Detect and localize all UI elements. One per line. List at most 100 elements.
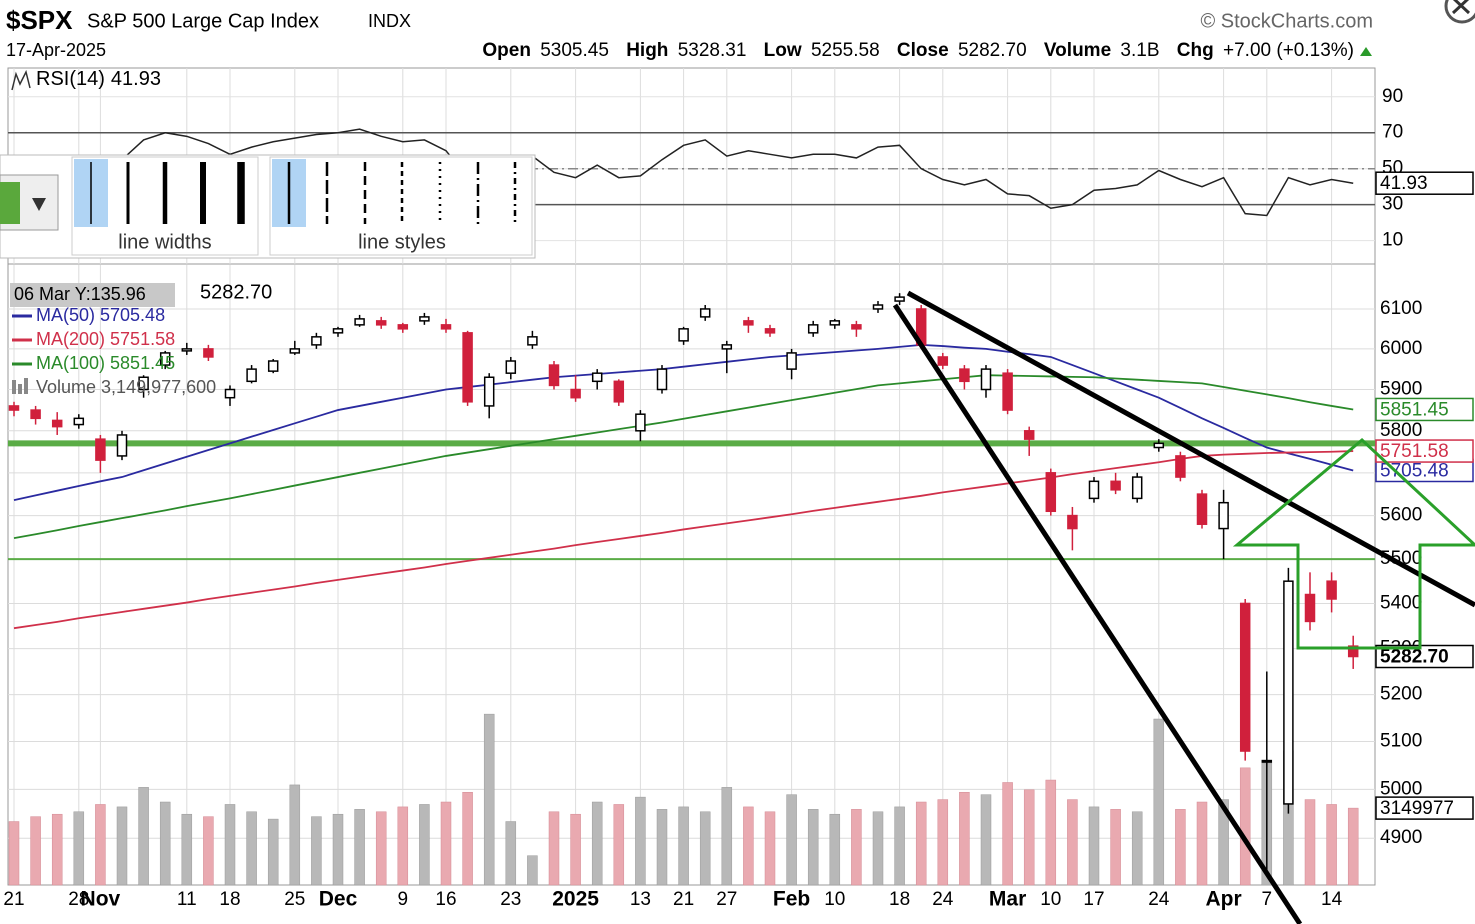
candle-body: [591, 372, 603, 383]
styles-label: line styles: [358, 231, 446, 253]
candle-body: [1002, 372, 1013, 411]
value-tag: [1375, 796, 1474, 820]
volume-bar: [829, 813, 841, 886]
candle-body: [980, 368, 992, 391]
color-swatch: [0, 182, 20, 224]
candle-body: [95, 438, 106, 461]
x-tick-label: 16: [435, 889, 456, 910]
candle-body: [548, 364, 560, 387]
volume-bar: [51, 813, 63, 886]
x-tick-label: Feb: [773, 888, 810, 911]
candle-body: [462, 332, 473, 403]
candle-body: [1067, 514, 1078, 530]
legend-swatch: [12, 380, 16, 394]
candle-body: [1131, 476, 1143, 500]
volume-bar: [527, 855, 538, 886]
candle-body: [289, 348, 301, 354]
candle-body: [440, 324, 452, 330]
candle-body: [246, 368, 257, 383]
trendline: [906, 290, 1475, 608]
volume-bar: [354, 809, 365, 886]
y-tick-label: 5200: [1380, 684, 1422, 705]
candle-body: [1239, 602, 1251, 752]
x-tick-label: 25: [284, 889, 305, 910]
candle-body: [807, 324, 819, 334]
rsi-line: [13, 128, 1354, 217]
x-tick-label: 24: [1148, 889, 1170, 910]
y-tick-label: 4900: [1380, 827, 1422, 848]
volume-bar: [743, 806, 754, 886]
x-tick-label: 2025: [552, 888, 599, 911]
tooltip-box: [10, 283, 175, 307]
high: 5328.31: [678, 40, 747, 61]
candle-body: [743, 320, 754, 326]
volume-bar: [311, 816, 322, 886]
candle-body: [786, 352, 797, 370]
candle-body: [872, 304, 884, 310]
x-tick-label: 13: [630, 889, 651, 910]
source: © StockCharts.com: [1200, 10, 1373, 32]
open: 5305.45: [540, 40, 609, 61]
legend-name: MA(100): [36, 353, 105, 373]
x-tick-label: 23: [500, 889, 521, 910]
x-tick-label: 17: [1083, 889, 1104, 910]
volume-bar: [591, 801, 603, 886]
value-tag-label: 5282.70: [1380, 647, 1449, 668]
x-tick-label: 21: [673, 889, 694, 910]
date: 17-Apr-2025: [6, 40, 106, 60]
volume-bar: [159, 801, 171, 886]
candle-body: [1023, 430, 1035, 440]
legend-entry: MA(200) 5751.58: [36, 329, 175, 349]
candle-body: [613, 380, 625, 403]
legend-name: MA(50): [36, 305, 95, 325]
close-button[interactable]: [1444, 0, 1475, 24]
candle-body: [1326, 580, 1337, 600]
volume-bar: [138, 787, 149, 886]
x-tick-label: 9: [398, 889, 409, 910]
quote-line: Open 5305.45 High 5328.31 Low 5255.58 Cl…: [482, 40, 1354, 61]
candle-body: [30, 409, 41, 420]
legend-value: 5851.45: [110, 353, 175, 373]
legend-entry: MA(50) 5705.48: [36, 305, 165, 325]
candle-body: [721, 344, 733, 350]
open-label: Open: [482, 40, 531, 61]
trendline: [892, 303, 1303, 924]
volume-bar: [419, 804, 430, 886]
moving-average: [13, 374, 1354, 540]
candle-body: [375, 320, 387, 326]
volume-bar: [937, 799, 949, 886]
volume-bar: [1002, 782, 1013, 886]
volume-bar: [635, 796, 646, 886]
volume-bar: [851, 809, 862, 886]
candle-body: [1196, 493, 1208, 525]
volume-bar: [1218, 799, 1229, 886]
y-tick-label: 5500: [1380, 548, 1422, 569]
chg-label: Chg: [1177, 40, 1214, 61]
volume-bar: [73, 811, 85, 886]
candle-body: [1175, 455, 1186, 478]
candle-body: [959, 368, 970, 383]
volume: 3.1B: [1120, 40, 1159, 61]
value-tag-label: 41.93: [1380, 173, 1428, 194]
x-tick-label: Mar: [989, 888, 1026, 911]
x-tick-label: Nov: [81, 888, 121, 911]
legend-entry: Volume 3,149,977,600: [36, 377, 216, 397]
candle-body: [332, 328, 344, 334]
volume-bar: [1326, 804, 1337, 886]
x-tick-label: 18: [219, 889, 240, 910]
close-icon: [1451, 0, 1471, 15]
close: 5282.70: [958, 40, 1027, 61]
y-tick-label: 6100: [1380, 298, 1422, 319]
volume-bar: [203, 816, 214, 886]
y-tick-label: 5400: [1380, 592, 1422, 613]
y-tick-label: 30: [1382, 194, 1403, 215]
candle-body: [1304, 593, 1316, 623]
volume-bar: [1304, 799, 1316, 886]
volume-bar: [1175, 809, 1186, 886]
x-tick-label: 7: [1262, 889, 1273, 910]
y-tick-label: 10: [1382, 230, 1403, 251]
volume-bar: [505, 821, 517, 886]
